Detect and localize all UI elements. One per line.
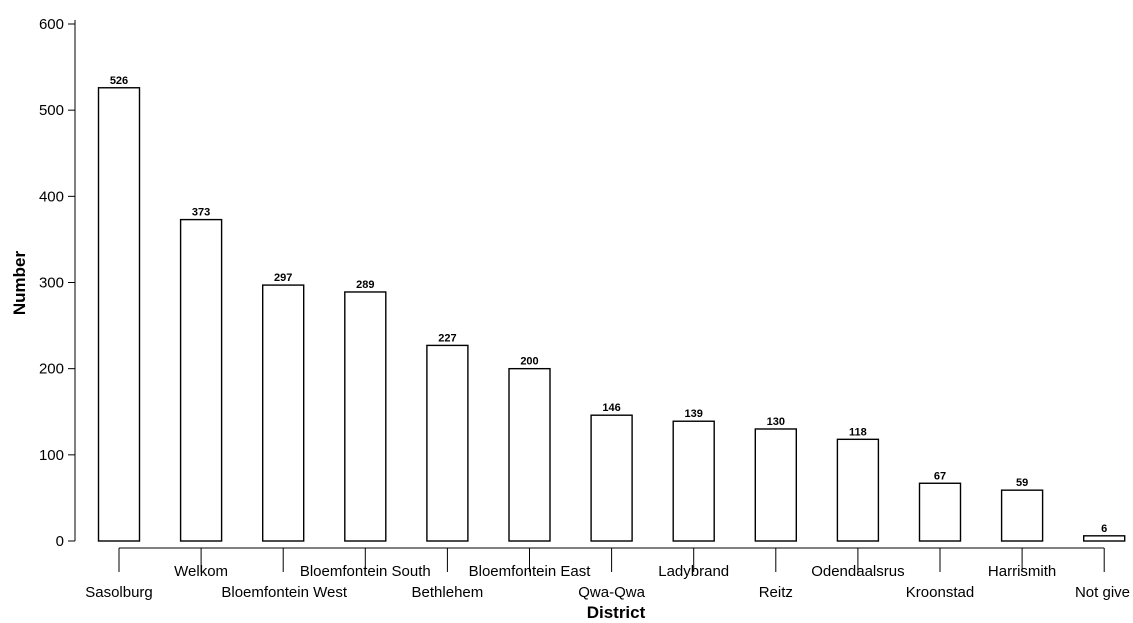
- y-tick-label: 500: [39, 102, 64, 119]
- bar: [836, 438, 880, 542]
- bar: [344, 291, 387, 542]
- x-tick-label: Ladybrand: [658, 563, 729, 580]
- x-tick-label: Bloemfontein East: [469, 563, 592, 580]
- x-tick-label: Odendaalsrus: [811, 563, 904, 580]
- data-label: 118: [849, 426, 867, 438]
- x-tick-label: Qwa-Qwa: [578, 584, 645, 601]
- data-label: 227: [438, 332, 456, 344]
- data-labels: 526 373 297 289 227 200 146 139 130 118 67 59 6: [110, 75, 1107, 535]
- x-tick-label: Bloemfontein West: [221, 584, 347, 601]
- data-label: 139: [685, 408, 703, 420]
- x-tick-label: Kroonstad: [906, 584, 974, 601]
- bars: [97, 87, 1126, 542]
- y-tick-label: 400: [39, 188, 64, 205]
- data-label: 59: [1016, 477, 1028, 489]
- y-tick-label: 0: [56, 533, 64, 550]
- y-tick-label: 100: [39, 447, 64, 464]
- bar: [754, 428, 797, 542]
- x-tick-label: Bloemfontein South: [300, 563, 431, 580]
- bar: [672, 420, 715, 542]
- x-tick-label: Welkom: [174, 563, 228, 580]
- x-axis-title: District: [587, 603, 646, 622]
- bar: [1000, 489, 1044, 542]
- y-tick-label: 600: [39, 16, 64, 33]
- y-axis: 0 100 200 300 400 500 600: [39, 16, 76, 550]
- x-tick-label: Bethlehem: [412, 584, 484, 601]
- bar: [508, 367, 551, 542]
- x-tick-label: Sasolburg: [85, 584, 153, 601]
- bar: [262, 284, 305, 542]
- y-axis-title: Number: [10, 251, 29, 316]
- bar: [918, 482, 962, 542]
- y-tick-label: 300: [39, 275, 64, 292]
- data-label: 146: [602, 402, 620, 414]
- x-tick-label: Reitz: [759, 584, 793, 601]
- data-label: 373: [192, 207, 210, 219]
- data-label: 130: [767, 416, 785, 428]
- x-tick-label: Harrismith: [988, 563, 1056, 580]
- bar: [97, 87, 141, 542]
- y-tick-label: 200: [39, 361, 64, 378]
- bar: [179, 218, 223, 542]
- data-label: 6: [1101, 523, 1107, 535]
- data-label: 526: [110, 75, 128, 87]
- bar: [426, 344, 469, 542]
- bar: [590, 414, 633, 542]
- data-label: 200: [520, 356, 538, 368]
- data-label: 289: [356, 279, 374, 291]
- data-label: 67: [934, 470, 946, 482]
- bar: [1082, 535, 1126, 542]
- x-tick-label: Not give: [1075, 584, 1130, 601]
- data-label: 297: [274, 272, 292, 284]
- x-axis: Sasolburg Welkom Bloemfontein West Bloemfon…: [85, 547, 1130, 601]
